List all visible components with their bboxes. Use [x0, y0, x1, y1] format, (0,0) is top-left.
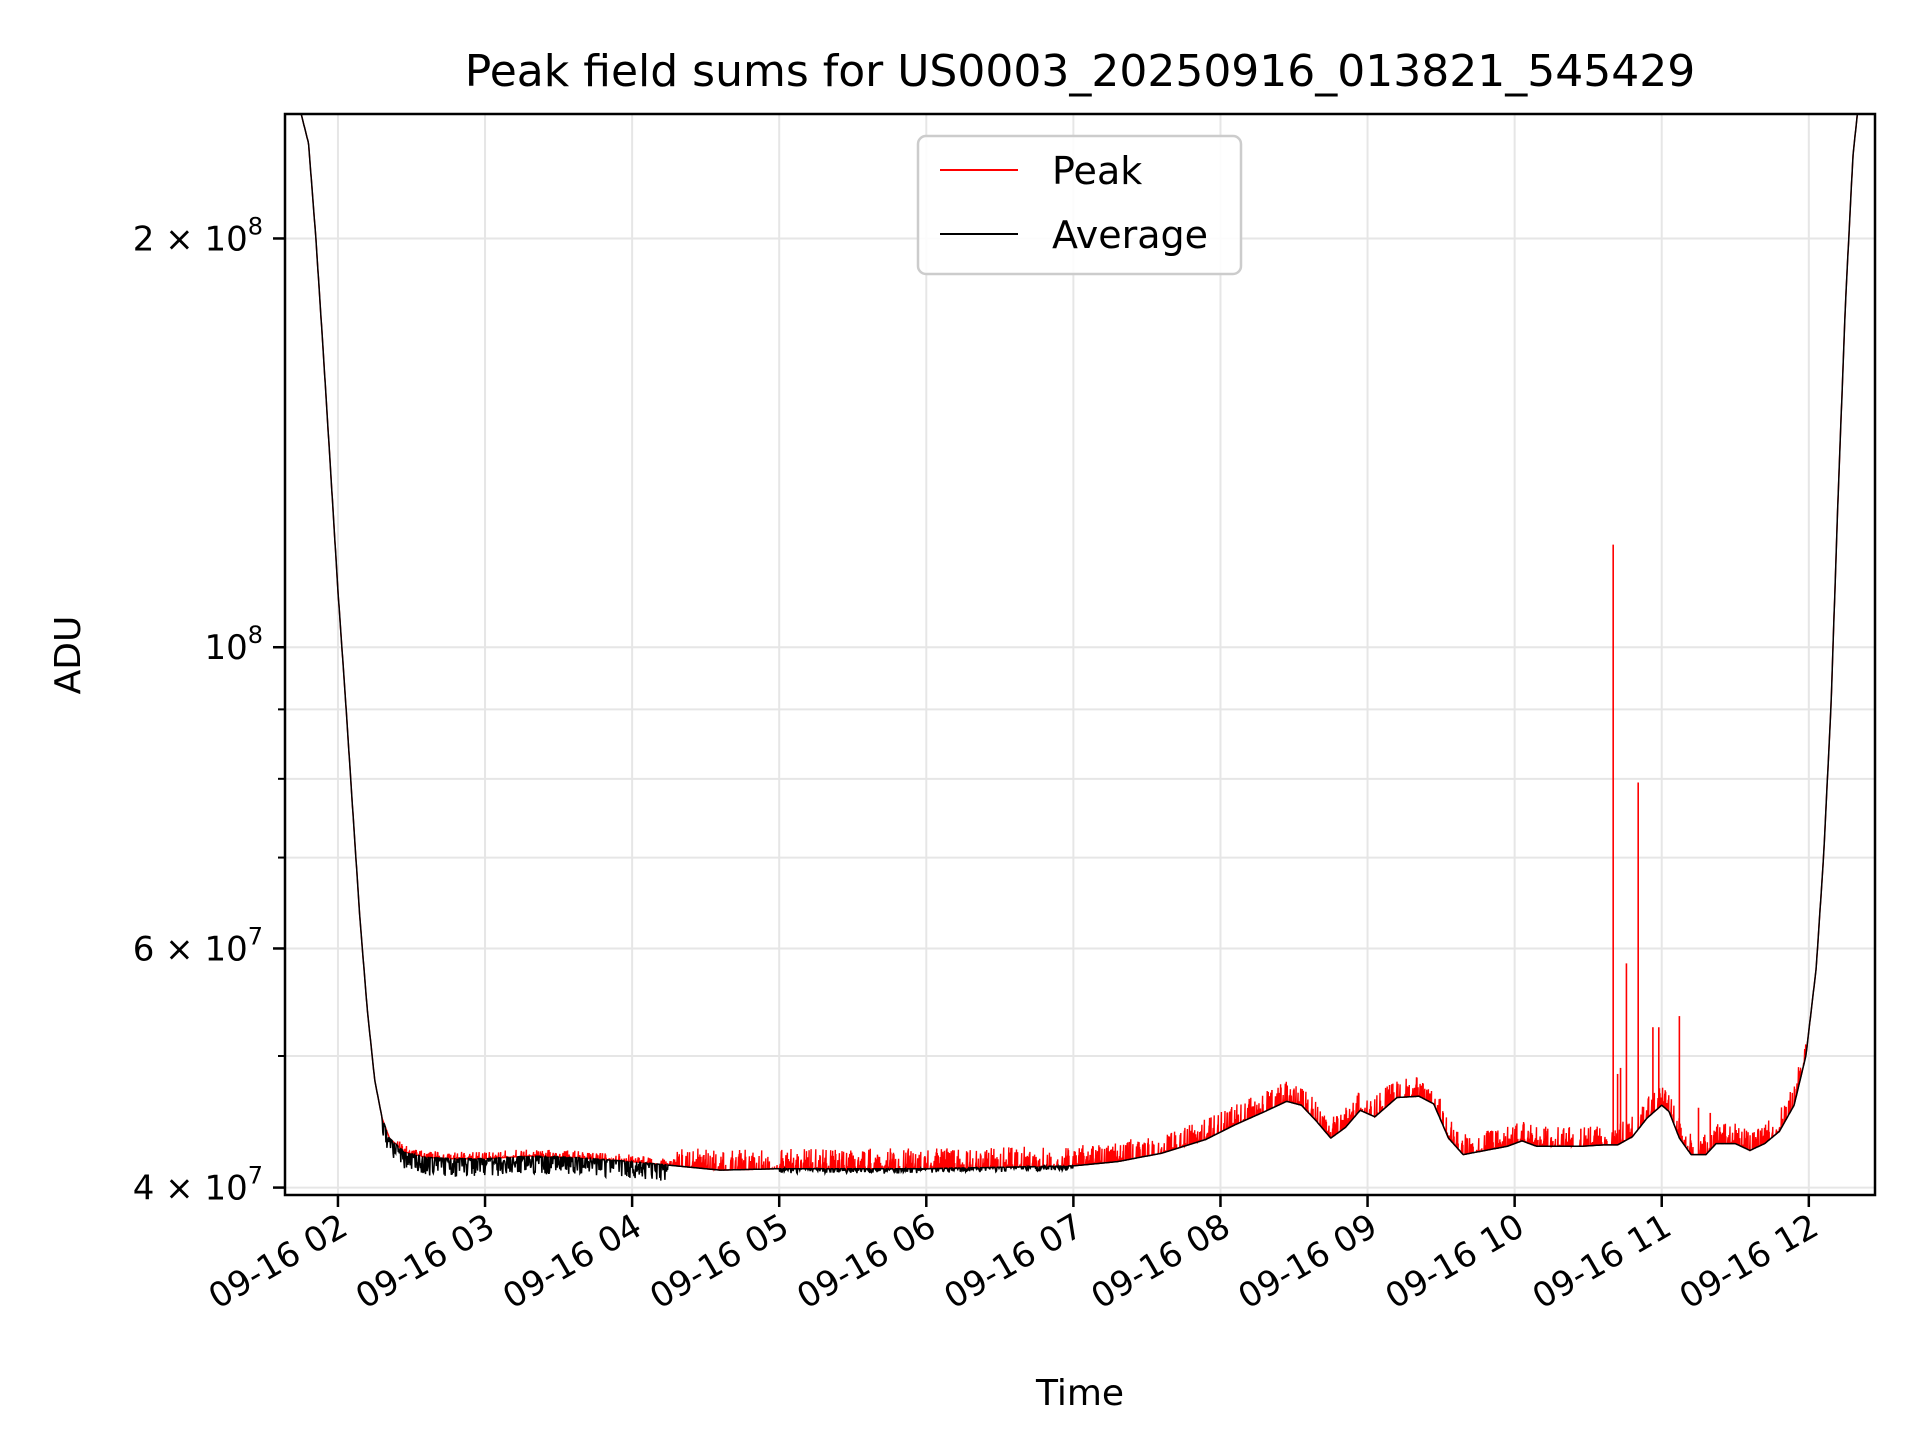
average-series-line — [285, 114, 1875, 1181]
plot-frame — [283, 112, 1877, 1197]
chart-title: Peak field sums for US0003_20250916_0138… — [465, 46, 1695, 97]
y-axis: 4 × 107 6 × 107 108 2 × 108 — [133, 212, 285, 1209]
y-tick-label: 108 — [204, 621, 263, 668]
y-axis-label: ADU — [48, 616, 89, 695]
plot-area — [285, 114, 1875, 1181]
legend-average-label: Average — [1052, 213, 1208, 257]
y-tick-label: 6 × 107 — [133, 922, 263, 969]
y-tick-label: 4 × 107 — [133, 1162, 263, 1209]
x-axis-label: Time — [1035, 1373, 1124, 1414]
y-tick-label: 2 × 108 — [133, 212, 263, 259]
legend: Peak Average — [916, 134, 1243, 276]
series-layer — [285, 114, 1875, 1181]
legend-peak-label: Peak — [1052, 149, 1142, 193]
